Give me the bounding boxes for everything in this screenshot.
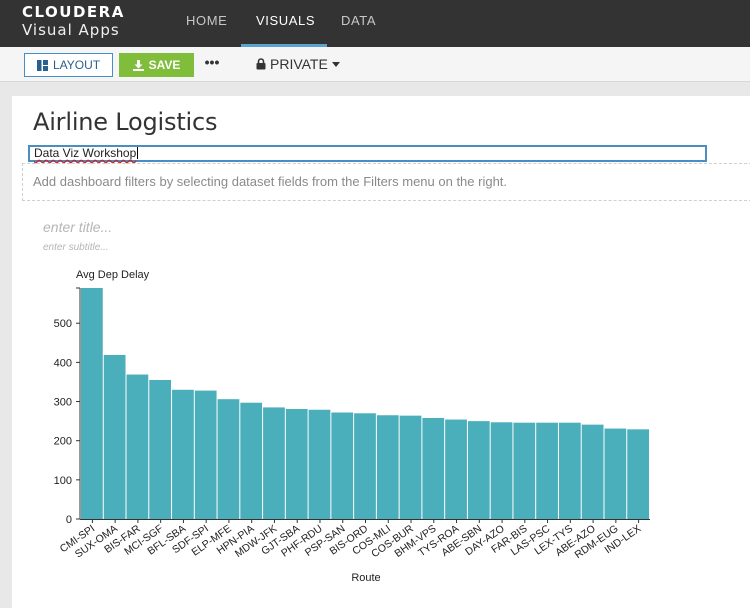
layout-icon: [36, 59, 48, 71]
bar: [445, 419, 467, 519]
nav-data[interactable]: DATA: [341, 13, 377, 28]
bar: [149, 380, 172, 519]
bar: [513, 422, 536, 519]
x-axis-label: Route: [351, 572, 380, 584]
y-axis: 0 100 200 300 400 500: [54, 287, 81, 526]
y-tick-label: 500: [54, 318, 72, 330]
lock-icon: [256, 58, 266, 70]
privacy-dropdown[interactable]: PRIVATE: [256, 54, 340, 74]
save-button-label: SAVE: [148, 58, 181, 72]
caret-down-icon: [331, 61, 340, 67]
privacy-label: PRIVATE: [270, 56, 328, 72]
bar: [422, 417, 445, 519]
y-tick-label: 300: [54, 397, 72, 409]
nav-visuals[interactable]: VISUALS: [256, 13, 316, 28]
dashboard-canvas: [12, 96, 750, 608]
bar: [627, 429, 649, 519]
bar: [490, 422, 513, 519]
y-axis-label: Avg Dep Delay: [76, 269, 150, 281]
visual-title-input[interactable]: enter title...: [43, 219, 113, 235]
bar: [172, 389, 194, 519]
download-icon: [132, 59, 144, 71]
filters-hint: Add dashboard filters by selecting datas…: [33, 174, 508, 189]
y-tick-label: 200: [54, 436, 72, 448]
bar: [103, 354, 126, 519]
top-navigation-bar: CLOUDERA Visual Apps HOME VISUALS DATA: [0, 0, 750, 48]
bar: [581, 424, 604, 519]
bar: [285, 408, 308, 519]
layout-button[interactable]: LAYOUT: [24, 53, 113, 77]
y-tick-label: 400: [54, 357, 72, 369]
visual-subtitle-input[interactable]: enter subtitle...: [43, 242, 109, 253]
bar: [126, 374, 149, 519]
y-tick-label: 0: [66, 514, 72, 526]
more-options-button[interactable]: •••: [204, 54, 220, 70]
bars: [81, 288, 649, 519]
bar: [217, 399, 240, 519]
bar: [399, 415, 422, 519]
nav-active-indicator: [241, 44, 327, 48]
bar: [354, 413, 376, 519]
dashboard-subtitle-input[interactable]: Data Viz Workshop: [28, 145, 707, 162]
brand-name: CLOUDERA: [22, 3, 125, 21]
nav-home[interactable]: HOME: [186, 13, 228, 28]
x-axis: CMI-SPISUX-OMABIS-FARMCI-SGFBFL-SBASDF-S…: [58, 519, 650, 561]
brand-subtitle: Visual Apps: [22, 21, 120, 39]
bar: [194, 390, 217, 519]
subtitle-text: Data Viz Workshop: [34, 146, 137, 160]
dashboard-toolbar: LAYOUT SAVE ••• PRIVATE: [0, 47, 750, 82]
bar: [308, 409, 331, 519]
bar: [263, 407, 285, 519]
bar: [558, 422, 581, 519]
bar: [331, 412, 354, 519]
save-button[interactable]: SAVE: [119, 53, 194, 77]
bar: [376, 415, 399, 519]
text-cursor: [137, 147, 139, 159]
bar: [536, 422, 558, 519]
bar: [604, 428, 627, 519]
y-tick-label: 100: [54, 475, 72, 487]
dashboard-title[interactable]: Airline Logistics: [33, 108, 218, 136]
bar: [240, 402, 263, 519]
dashboard-filters-dropzone[interactable]: Add dashboard filters by selecting datas…: [22, 163, 750, 201]
layout-button-label: LAYOUT: [52, 58, 101, 72]
brand-logo[interactable]: CLOUDERA Visual Apps: [22, 4, 125, 40]
bar: [81, 288, 103, 519]
bar: [467, 421, 490, 519]
